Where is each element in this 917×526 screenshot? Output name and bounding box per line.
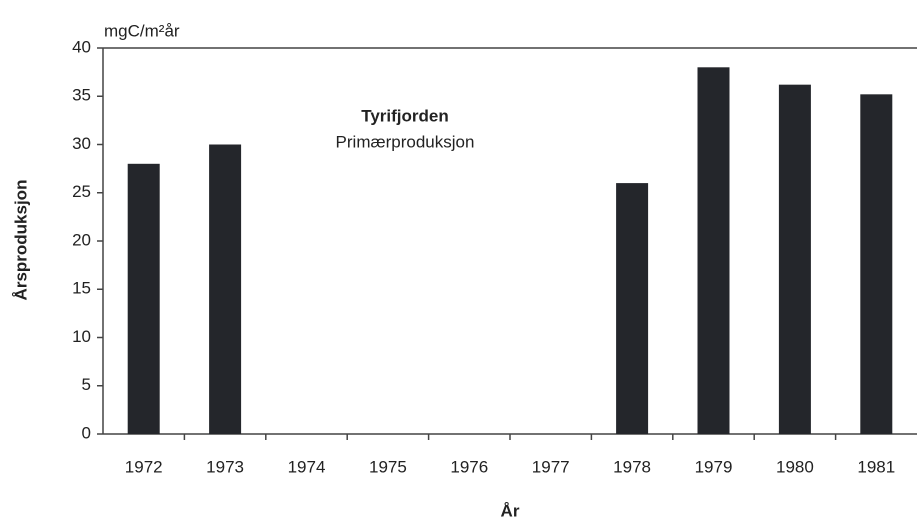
y-tick-label: 5 [82, 375, 91, 394]
y-tick-label: 40 [72, 37, 91, 56]
x-tick-label: 1978 [613, 457, 651, 476]
x-axis-label: År [501, 501, 520, 520]
x-tick-label: 1980 [776, 457, 814, 476]
x-tick-label: 1979 [695, 457, 733, 476]
chart-title: Tyrifjorden [361, 106, 449, 125]
y-axis-label: Årsproduksjon [11, 180, 30, 301]
y-tick-label: 25 [72, 182, 91, 201]
x-tick-label: 1977 [532, 457, 570, 476]
bar [209, 144, 242, 434]
bar [127, 163, 160, 435]
y-tick-label: 30 [72, 134, 91, 153]
bar [616, 183, 649, 434]
bar [778, 84, 811, 435]
bar [860, 94, 893, 434]
y-tick-label: 10 [72, 327, 91, 346]
x-tick-label: 1973 [206, 457, 244, 476]
y-tick-label: 35 [72, 86, 91, 105]
y-tick-label: 0 [82, 423, 91, 442]
x-tick-label: 1976 [450, 457, 488, 476]
unit-label: mgC/m²år [104, 21, 180, 40]
y-tick-label: 15 [72, 279, 91, 298]
y-tick-label: 20 [72, 230, 91, 249]
x-tick-label: 1975 [369, 457, 407, 476]
chart-subtitle: Primærproduksjon [336, 132, 475, 151]
x-tick-label: 1974 [288, 457, 326, 476]
x-tick-label: 1981 [857, 457, 895, 476]
bar [697, 67, 730, 435]
x-tick-label: 1972 [125, 457, 163, 476]
